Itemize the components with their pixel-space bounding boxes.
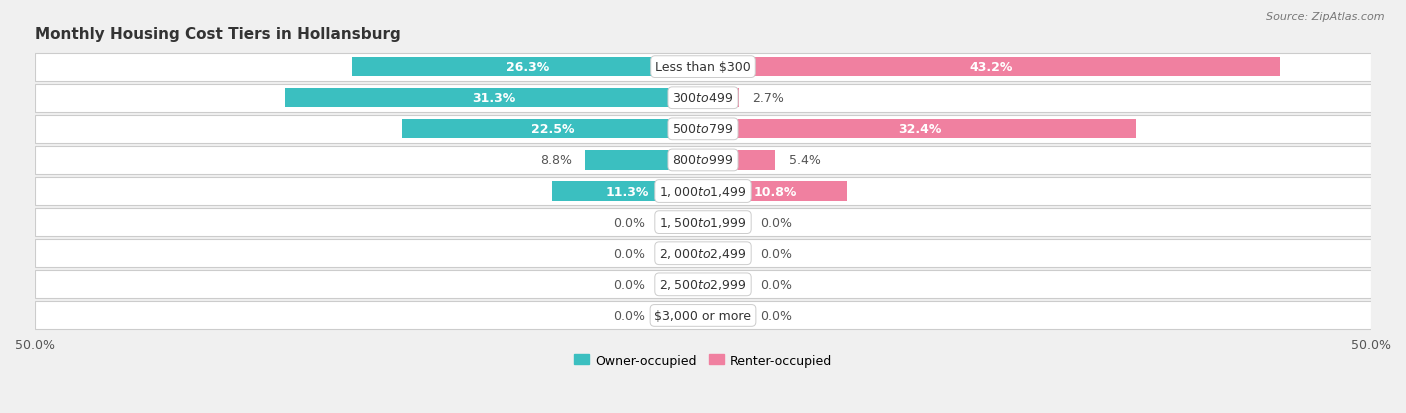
Text: $800 to $999: $800 to $999 <box>672 154 734 167</box>
Text: 0.0%: 0.0% <box>761 309 793 322</box>
Bar <box>35 85 1371 112</box>
Text: $2,000 to $2,499: $2,000 to $2,499 <box>659 247 747 261</box>
Text: 22.5%: 22.5% <box>531 123 575 136</box>
Bar <box>35 147 1371 175</box>
Bar <box>402 120 703 139</box>
Text: $1,500 to $1,999: $1,500 to $1,999 <box>659 216 747 230</box>
Text: 43.2%: 43.2% <box>970 61 1014 74</box>
Text: 0.0%: 0.0% <box>613 309 645 322</box>
Bar <box>585 151 703 170</box>
Bar <box>285 89 703 108</box>
Legend: Owner-occupied, Renter-occupied: Owner-occupied, Renter-occupied <box>568 349 838 372</box>
Bar <box>703 58 1279 77</box>
Bar <box>657 306 703 325</box>
Bar <box>553 182 703 201</box>
Text: 0.0%: 0.0% <box>613 247 645 260</box>
Text: $1,000 to $1,499: $1,000 to $1,499 <box>659 185 747 199</box>
Text: Monthly Housing Cost Tiers in Hollansburg: Monthly Housing Cost Tiers in Hollansbur… <box>35 27 401 42</box>
Text: 26.3%: 26.3% <box>506 61 548 74</box>
Bar <box>703 306 749 325</box>
Text: 31.3%: 31.3% <box>472 92 516 105</box>
Text: 0.0%: 0.0% <box>613 278 645 291</box>
Text: 0.0%: 0.0% <box>761 247 793 260</box>
Bar <box>703 182 848 201</box>
Bar <box>35 116 1371 143</box>
Bar <box>703 120 1136 139</box>
Bar <box>703 151 775 170</box>
Text: 2.7%: 2.7% <box>752 92 785 105</box>
Text: Source: ZipAtlas.com: Source: ZipAtlas.com <box>1267 12 1385 22</box>
Text: 8.8%: 8.8% <box>540 154 572 167</box>
Text: 5.4%: 5.4% <box>789 154 820 167</box>
Text: $3,000 or more: $3,000 or more <box>655 309 751 322</box>
Text: 0.0%: 0.0% <box>761 278 793 291</box>
Bar <box>35 54 1371 81</box>
Text: $500 to $799: $500 to $799 <box>672 123 734 136</box>
Text: 11.3%: 11.3% <box>606 185 650 198</box>
Bar <box>352 58 703 77</box>
Text: $300 to $499: $300 to $499 <box>672 92 734 105</box>
Bar <box>703 275 749 294</box>
Bar <box>703 244 749 263</box>
Bar <box>35 302 1371 330</box>
Bar <box>657 244 703 263</box>
Text: Less than $300: Less than $300 <box>655 61 751 74</box>
Text: 0.0%: 0.0% <box>613 216 645 229</box>
Bar <box>35 209 1371 237</box>
Bar <box>657 275 703 294</box>
Bar <box>703 89 740 108</box>
Text: 10.8%: 10.8% <box>754 185 797 198</box>
Text: 32.4%: 32.4% <box>898 123 941 136</box>
Bar <box>35 240 1371 268</box>
Text: $2,500 to $2,999: $2,500 to $2,999 <box>659 278 747 292</box>
Text: 0.0%: 0.0% <box>761 216 793 229</box>
Bar <box>657 213 703 232</box>
Bar <box>35 178 1371 206</box>
Bar <box>703 213 749 232</box>
Bar <box>35 271 1371 299</box>
